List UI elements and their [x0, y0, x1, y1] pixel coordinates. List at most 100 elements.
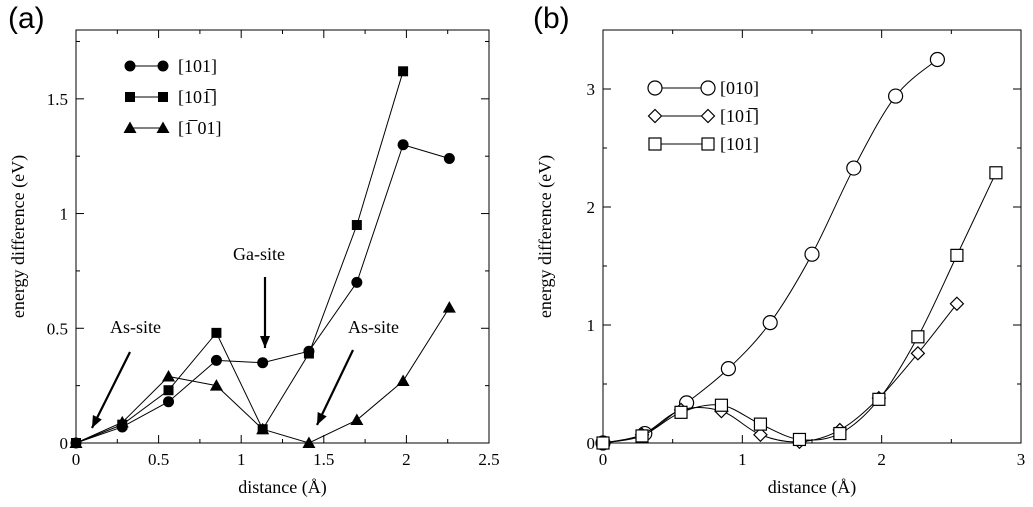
data-point	[949, 296, 965, 312]
y-axis-title: energy difference (eV)	[8, 155, 29, 318]
annotation-arrow	[316, 349, 354, 426]
y-axis-title: energy difference (eV)	[535, 155, 556, 318]
data-point	[351, 220, 362, 231]
legend-label: [101]	[178, 56, 217, 76]
x-tick-label: 3	[1017, 450, 1026, 469]
x-tick-label: 1.5	[313, 450, 334, 469]
series-0	[595, 51, 946, 451]
data-point	[210, 354, 222, 366]
legend-marker-start	[648, 137, 662, 151]
data-point	[596, 436, 610, 450]
panel-b: 0 1 2 3 0 1 2 3 distance (Å) energy difference (e…	[535, 29, 1026, 498]
data-point	[910, 345, 926, 361]
annotation: Ga-site	[233, 244, 285, 348]
annotation-label: As-site	[348, 317, 399, 337]
series-2	[596, 166, 1003, 450]
legend-marker-start	[647, 108, 663, 124]
y-tick-label: 3	[587, 80, 596, 99]
series-1	[595, 296, 965, 451]
data-point	[635, 429, 649, 443]
data-point	[302, 436, 316, 448]
data-point	[443, 152, 455, 164]
data-point	[442, 301, 456, 313]
data-point	[256, 422, 270, 435]
legend-marker-end	[157, 60, 169, 72]
data-point	[753, 427, 768, 443]
legend-marker-end	[700, 108, 716, 124]
panel-a-label: (a)	[8, 2, 45, 35]
legend-entry: [101̅]	[125, 87, 217, 107]
legend-entry: [101]	[124, 56, 217, 76]
series-line	[602, 303, 958, 444]
series-line	[75, 144, 450, 444]
x-tick-label: 1	[738, 450, 747, 469]
x-tick-label: 2.5	[478, 450, 499, 469]
y-tick-label: 0.5	[47, 319, 68, 338]
data-point	[792, 432, 807, 447]
annotation: As-site	[316, 317, 399, 426]
data-point	[303, 348, 314, 359]
data-point	[396, 374, 410, 387]
data-point	[674, 405, 688, 419]
data-point	[762, 315, 778, 331]
legend-label: [101̅]	[720, 106, 759, 126]
data-point	[714, 398, 729, 412]
legend-marker-start	[124, 60, 136, 72]
x-axis-title: distance (Å)	[238, 477, 326, 498]
series-0	[70, 139, 455, 449]
x-axis-title: distance (Å)	[768, 477, 856, 498]
series-line	[602, 172, 997, 444]
annotation-arrow	[91, 351, 131, 429]
y-tick-label: 1	[60, 205, 69, 224]
series-2	[69, 301, 456, 448]
y-tick-label: 2	[587, 198, 596, 217]
annotation-label: Ga-site	[233, 244, 285, 264]
legend-marker-start	[125, 92, 135, 102]
data-point	[257, 357, 269, 369]
legend-marker-start	[123, 121, 137, 133]
legend-entry: [101]	[648, 134, 759, 154]
data-point	[887, 88, 904, 104]
plot-frame	[75, 29, 490, 444]
legend-entry: [101̅]	[647, 106, 759, 126]
x-tick-label: 2	[402, 450, 411, 469]
series-line	[75, 71, 404, 444]
data-point	[162, 369, 176, 382]
panel-a: 0 0.5 1 1.5 2 2.5 0 0.5 1 1.5 distance (Å) energy d…	[8, 29, 500, 498]
data-point	[720, 361, 737, 377]
annotation-arrowhead	[317, 412, 327, 425]
x-tick-label: 2	[877, 450, 886, 469]
annotation-arrowhead	[260, 336, 270, 348]
x-tick-label: 1	[237, 450, 246, 469]
legend-entry: [1̅ 01]	[123, 118, 222, 138]
legend-marker-end	[701, 137, 715, 151]
data-point	[209, 379, 223, 391]
data-point	[163, 385, 174, 396]
data-point	[950, 248, 964, 262]
annotation-arrowhead	[92, 415, 102, 428]
data-point	[846, 160, 862, 176]
x-tick-label: 0.5	[148, 450, 169, 469]
data-point	[398, 66, 409, 77]
data-point	[804, 246, 820, 262]
legend-marker-end	[158, 92, 168, 102]
legend-label: [1̅ 01]	[178, 118, 222, 138]
y-tick-label: 0	[60, 434, 69, 453]
y-tick-label: 1.5	[47, 90, 68, 109]
data-point	[115, 415, 129, 428]
legend-marker-end	[156, 121, 170, 133]
y-tick-label: 0	[587, 434, 596, 453]
legend-entry: [010]	[647, 78, 759, 98]
x-tick-label: 0	[599, 450, 608, 469]
x-tick-label: 0	[72, 450, 81, 469]
y-tick-label: 1	[587, 316, 596, 335]
legend-marker-end	[700, 80, 716, 96]
legend-label: [101]	[720, 134, 759, 154]
data-point	[929, 51, 946, 68]
legend-label: [010]	[720, 78, 759, 98]
data-point	[872, 392, 886, 406]
data-point	[989, 166, 1003, 180]
data-point	[911, 330, 925, 344]
annotation: As-site	[91, 317, 161, 429]
data-point	[211, 327, 222, 338]
